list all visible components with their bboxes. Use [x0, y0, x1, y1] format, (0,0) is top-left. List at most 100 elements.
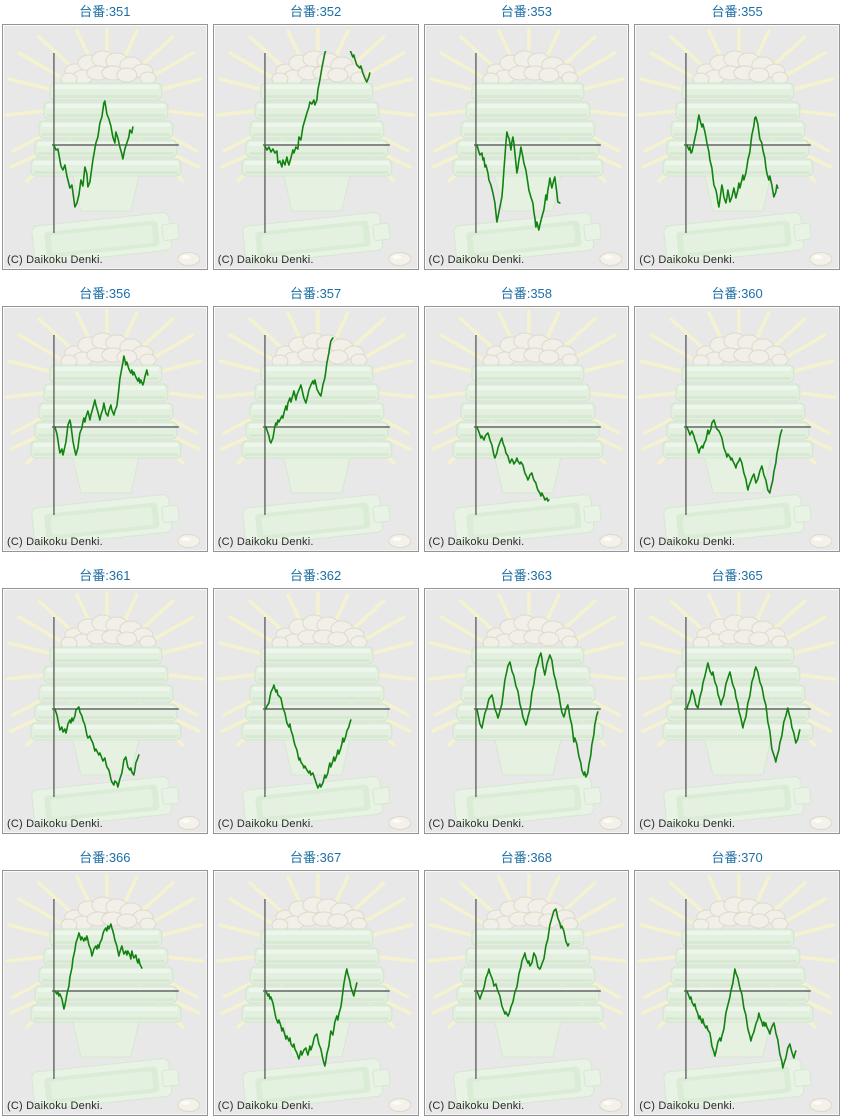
copyright-label: (C) Daikoku Denki. [217, 536, 314, 548]
watermark-balls-icon [60, 614, 157, 650]
watermark-graphic [5, 873, 205, 1112]
watermark-ball-icon [598, 1098, 622, 1112]
slump-graph-frame[interactable]: (C) Daikoku Denki. [2, 306, 208, 552]
slump-graph-frame[interactable]: (C) Daikoku Denki. [2, 870, 208, 1116]
slump-graph-frame[interactable]: (C) Daikoku Denki. [634, 306, 840, 552]
slump-graph-frame[interactable]: (C) Daikoku Denki. [634, 588, 840, 834]
watermark-balls-icon [692, 50, 789, 86]
watermark-tray-stack-icon [451, 364, 603, 494]
watermark-bottom-tray-icon [31, 212, 180, 265]
copyright-label: (C) Daikoku Denki. [217, 818, 314, 830]
watermark-bottom-tray-icon [242, 212, 391, 265]
machine-chart-cell: 台番:353 [423, 1, 630, 270]
watermark-graphic [637, 591, 837, 830]
watermark-bottom-tray-icon [242, 1058, 391, 1111]
watermark-bottom-tray-icon [242, 494, 391, 547]
watermark-bottom-tray-icon [452, 212, 602, 265]
watermark-balls-icon [60, 50, 157, 86]
series-line [54, 355, 149, 456]
slump-graph-frame[interactable]: (C) Daikoku Denki. [2, 588, 208, 834]
slump-graph-frame[interactable]: (C) Daikoku Denki. [212, 588, 419, 834]
slump-graph-canvas [426, 873, 627, 1112]
slump-graph-frame[interactable]: (C) Daikoku Denki. [423, 870, 630, 1116]
watermark-graphic [5, 591, 205, 830]
watermark-ball-icon [177, 534, 201, 548]
watermark-balls-icon [481, 50, 578, 86]
machine-number-title: 台番:363 [500, 568, 553, 583]
machine-number-title: 台番:355 [711, 4, 763, 19]
machine-chart-cell: 台番:355 [634, 1, 840, 270]
slump-graph-canvas [637, 27, 837, 266]
slump-graph-frame[interactable]: (C) Daikoku Denki. [634, 24, 840, 270]
watermark-bottom-tray-icon [663, 494, 812, 547]
copyright-label: (C) Daikoku Denki. [428, 254, 525, 266]
watermark-tray-stack-icon [241, 646, 393, 776]
machine-chart-cell: 台番:367 [212, 847, 419, 1116]
watermark-graphic [637, 309, 837, 548]
watermark-graphic [426, 873, 627, 1112]
machine-chart-cell: 台番:357 [212, 283, 419, 552]
machine-chart-cell: 台番:368 [423, 847, 630, 1116]
watermark-graphic [5, 309, 205, 548]
watermark-ball-icon [177, 252, 201, 266]
slump-graph-frame[interactable]: (C) Daikoku Denki. [2, 24, 208, 270]
watermark-tray-stack-icon [30, 82, 182, 212]
slump-graph-canvas [637, 591, 837, 830]
machine-chart-cell: 台番:366 [2, 847, 208, 1116]
copyright-label: (C) Daikoku Denki. [639, 536, 736, 548]
copyright-label: (C) Daikoku Denki. [217, 254, 314, 266]
watermark-bottom-tray-icon [242, 776, 391, 829]
machine-number-title: 台番:367 [289, 850, 342, 865]
slump-graph-canvas [5, 309, 205, 548]
slump-graph-canvas [215, 873, 416, 1112]
watermark-tray-stack-icon [662, 364, 814, 494]
machine-chart-cell: 台番:358 [423, 283, 630, 552]
slump-graph-frame[interactable]: (C) Daikoku Denki. [423, 24, 630, 270]
machine-chart-cell: 台番:352 [212, 1, 419, 270]
watermark-ball-icon [809, 1098, 833, 1112]
slump-graph-canvas [5, 27, 205, 266]
watermark-balls-icon [692, 896, 789, 932]
machine-number-title: 台番:366 [79, 850, 131, 865]
copyright-label: (C) Daikoku Denki. [639, 1100, 736, 1112]
watermark-graphic [5, 27, 205, 266]
series-line [264, 968, 358, 1067]
watermark-ball-icon [388, 534, 412, 548]
slump-graph-frame[interactable]: (C) Daikoku Denki. [212, 306, 419, 552]
watermark-graphic [637, 27, 837, 266]
watermark-ball-icon [809, 534, 833, 548]
watermark-ball-icon [388, 816, 412, 830]
slump-graph-frame[interactable]: (C) Daikoku Denki. [634, 870, 840, 1116]
copyright-label: (C) Daikoku Denki. [639, 254, 736, 266]
slump-graph-canvas [426, 309, 627, 548]
watermark-graphic [426, 27, 627, 266]
slump-graph-canvas [637, 309, 837, 548]
watermark-balls-icon [481, 896, 578, 932]
machine-chart-cell: 台番:365 [634, 565, 840, 834]
watermark-graphic [215, 309, 416, 548]
slump-graph-frame[interactable]: (C) Daikoku Denki. [423, 306, 630, 552]
watermark-balls-icon [271, 896, 368, 932]
watermark-tray-stack-icon [662, 82, 814, 212]
watermark-balls-icon [692, 614, 789, 650]
slump-graph-frame[interactable]: (C) Daikoku Denki. [423, 588, 630, 834]
copyright-label: (C) Daikoku Denki. [7, 818, 103, 830]
copyright-label: (C) Daikoku Denki. [428, 1100, 525, 1112]
series-line [686, 114, 779, 208]
series-line [264, 684, 352, 789]
machine-number-title: 台番:361 [79, 568, 131, 583]
machine-chart-cell: 台番:360 [634, 283, 840, 552]
watermark-tray-stack-icon [451, 928, 603, 1058]
watermark-bottom-tray-icon [663, 776, 812, 829]
watermark-tray-stack-icon [451, 82, 603, 212]
slump-graph-frame[interactable]: (C) Daikoku Denki. [212, 870, 419, 1116]
machine-number-title: 台番:353 [500, 4, 553, 19]
watermark-bottom-tray-icon [452, 1058, 602, 1111]
machine-chart-cell: 台番:370 [634, 847, 840, 1116]
slump-graph-frame[interactable]: (C) Daikoku Denki. [212, 24, 419, 270]
watermark-graphic [637, 873, 837, 1112]
watermark-graphic [426, 309, 627, 548]
watermark-tray-stack-icon [241, 82, 393, 212]
machine-number-title: 台番:370 [711, 850, 763, 865]
